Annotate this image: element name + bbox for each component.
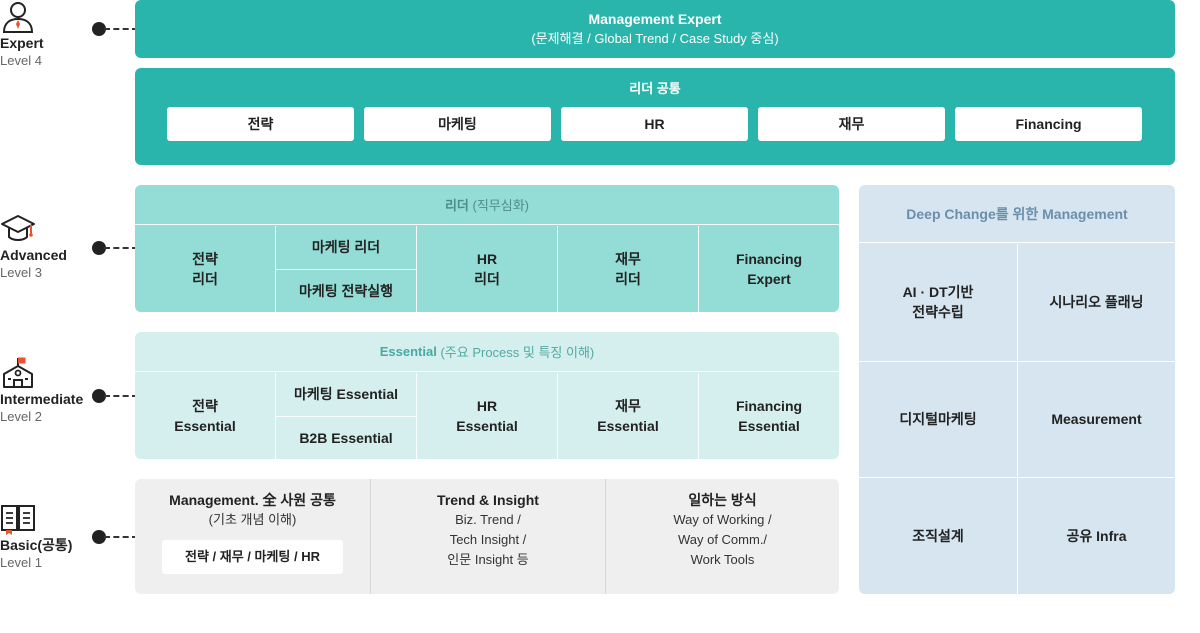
- intermediate-cell-marketing: 마케팅 Essential B2B Essential: [275, 373, 416, 459]
- open-book-icon: [1, 505, 35, 535]
- intermediate-cell-hr: HR Essential: [416, 373, 557, 459]
- cell-line: 리더: [474, 271, 500, 287]
- leader-item-financing: Financing: [955, 107, 1142, 141]
- advanced-header: 리더 (직무심화): [135, 185, 839, 225]
- level-connector: [92, 389, 138, 403]
- leader-item-hr: HR: [561, 107, 748, 141]
- advanced-cell-strategy: 전략 리더: [135, 226, 275, 312]
- basic-col-line: Way of Working /: [673, 512, 772, 527]
- deep-change-panel: Deep Change를 위한 Management AI · DT기반 전략수…: [859, 185, 1175, 594]
- intermediate-panel: Essential (주요 Process 및 특징 이해) 전략 Essent…: [135, 332, 839, 459]
- cell-line: 전략: [192, 251, 218, 267]
- deep-cell-ai-dt-strategy: AI · DT기반 전략수립: [859, 244, 1017, 361]
- intermediate-title: Essential: [379, 344, 437, 359]
- level-basic: Basic(공통) Level 1: [0, 502, 135, 572]
- cell-line: 재무: [615, 398, 641, 414]
- cell-line: Essential: [456, 418, 518, 434]
- level-connector: [92, 530, 138, 544]
- cell-line: 리더: [615, 271, 641, 287]
- leader-item-marketing: 마케팅: [364, 107, 551, 141]
- deep-cell-digital-marketing: 디지털마케팅: [859, 360, 1017, 478]
- marketing-leader: 마케팅 리더: [311, 239, 381, 256]
- cell-line: Essential: [174, 418, 236, 434]
- level-number: Level 3: [0, 265, 42, 280]
- cell-line: Expert: [747, 271, 791, 287]
- cell-line: HR: [476, 251, 498, 267]
- basic-col-management: Management. 全 사원 공통 (기초 개념 이해) 전략 / 재무 /…: [135, 479, 370, 594]
- basic-col-line: 인문 Insight 등: [447, 552, 529, 567]
- marketing-strategy-execution: 마케팅 전략실행: [276, 268, 416, 313]
- management-expert-panel: Management Expert (문제해결 / Global Trend /…: [135, 0, 1175, 58]
- cell-line: Financing: [735, 251, 803, 267]
- level-name: Expert: [0, 35, 44, 51]
- basic-col-line: Work Tools: [690, 552, 755, 567]
- leader-item-finance: 재무: [758, 107, 945, 141]
- deep-cell-shared-infra: 공유 Infra: [1017, 477, 1175, 594]
- level-name: Basic(공통): [0, 537, 73, 553]
- basic-col-trend: Trend & Insight Biz. Trend / Tech Insigh…: [370, 479, 605, 594]
- level-name: Advanced: [0, 247, 67, 263]
- intermediate-cell-finance: 재무 Essential: [557, 373, 698, 459]
- management-expert-subtitle: (문제해결 / Global Trend / Case Study 중심): [531, 31, 779, 46]
- basic-col-subtitle: (기초 개념 이해): [208, 512, 297, 527]
- level-intermediate: Intermediate Level 2: [0, 356, 135, 426]
- deep-change-title: Deep Change를 위한 Management: [859, 185, 1175, 243]
- b2b-essential: B2B Essential: [276, 415, 416, 460]
- intermediate-cell-strategy: 전략 Essential: [135, 373, 275, 459]
- advanced-grid: 전략 리더 마케팅 리더 마케팅 전략실행 HR 리더 재무 리더 Financ…: [135, 226, 839, 312]
- marketing-essential: 마케팅 Essential: [293, 386, 398, 403]
- basic-col-way-of-working: 일하는 방식 Way of Working / Way of Comm./ Wo…: [605, 479, 839, 594]
- intermediate-header: Essential (주요 Process 및 특징 이해): [135, 332, 839, 372]
- school-building-icon: [3, 357, 33, 388]
- cell-line: 재무: [615, 251, 641, 267]
- cell-line: AI · DT기반: [902, 284, 974, 301]
- leader-common-title: 리더 공통: [629, 81, 681, 96]
- level-number: Level 1: [0, 555, 42, 570]
- cell-line: Financing: [735, 398, 803, 414]
- level-connector: [92, 241, 138, 255]
- cell-line: 리더: [192, 271, 218, 287]
- basic-col-title: Management. 全 사원 공통: [169, 492, 336, 508]
- advanced-cell-financing: Financing Expert: [698, 226, 839, 312]
- cell-line: HR: [476, 398, 498, 414]
- basic-col-title: 일하는 방식: [688, 492, 757, 508]
- basic-col-title: Trend & Insight: [437, 492, 539, 508]
- level-advanced: Advanced Level 3: [0, 212, 135, 282]
- person-icon: [2, 2, 34, 33]
- advanced-cell-finance: 재무 리더: [557, 226, 698, 312]
- basic-col-line: Way of Comm./: [677, 532, 768, 547]
- graduation-cap-icon: [1, 215, 35, 241]
- level-name: Intermediate: [0, 391, 84, 407]
- advanced-cell-hr: HR 리더: [416, 226, 557, 312]
- intermediate-grid: 전략 Essential 마케팅 Essential B2B Essential…: [135, 373, 839, 459]
- intermediate-cell-financing: Financing Essential: [698, 373, 839, 459]
- deep-change-grid: AI · DT기반 전략수립 시나리오 플래닝 디지털마케팅 Measureme…: [859, 244, 1175, 594]
- deep-cell-org-design: 조직설계: [859, 477, 1017, 594]
- level-expert: Expert Level 4: [0, 0, 135, 70]
- deep-cell-measurement: Measurement: [1017, 360, 1175, 478]
- advanced-title: 리더: [444, 198, 469, 213]
- basic-col-line: Tech Insight /: [449, 532, 527, 547]
- basic-panel: Management. 全 사원 공통 (기초 개념 이해) 전략 / 재무 /…: [135, 479, 839, 594]
- level-number: Level 2: [0, 409, 42, 424]
- level-connector: [92, 22, 138, 36]
- leader-item-strategy: 전략: [167, 107, 354, 141]
- intermediate-subtitle: (주요 Process 및 특징 이해): [440, 345, 595, 360]
- basic-topics-box: 전략 / 재무 / 마케팅 / HR: [162, 540, 343, 574]
- leader-common-items: 전략 마케팅 HR 재무 Financing: [167, 107, 1142, 141]
- management-expert-title: Management Expert: [588, 11, 722, 27]
- cell-line: 전략수립: [912, 304, 964, 321]
- advanced-panel: 리더 (직무심화) 전략 리더 마케팅 리더 마케팅 전략실행 HR 리더 재무…: [135, 185, 839, 312]
- advanced-cell-marketing: 마케팅 리더 마케팅 전략실행: [275, 226, 416, 312]
- level-number: Level 4: [0, 53, 42, 68]
- basic-col-line: Biz. Trend /: [455, 512, 521, 527]
- cell-line: Essential: [597, 418, 659, 434]
- cell-line: 전략: [192, 398, 218, 414]
- leader-common-panel: 리더 공통 전략 마케팅 HR 재무 Financing: [135, 68, 1175, 165]
- cell-line: Essential: [738, 418, 800, 434]
- advanced-subtitle: (직무심화): [472, 198, 530, 213]
- deep-cell-scenario-planning: 시나리오 플래닝: [1017, 244, 1175, 361]
